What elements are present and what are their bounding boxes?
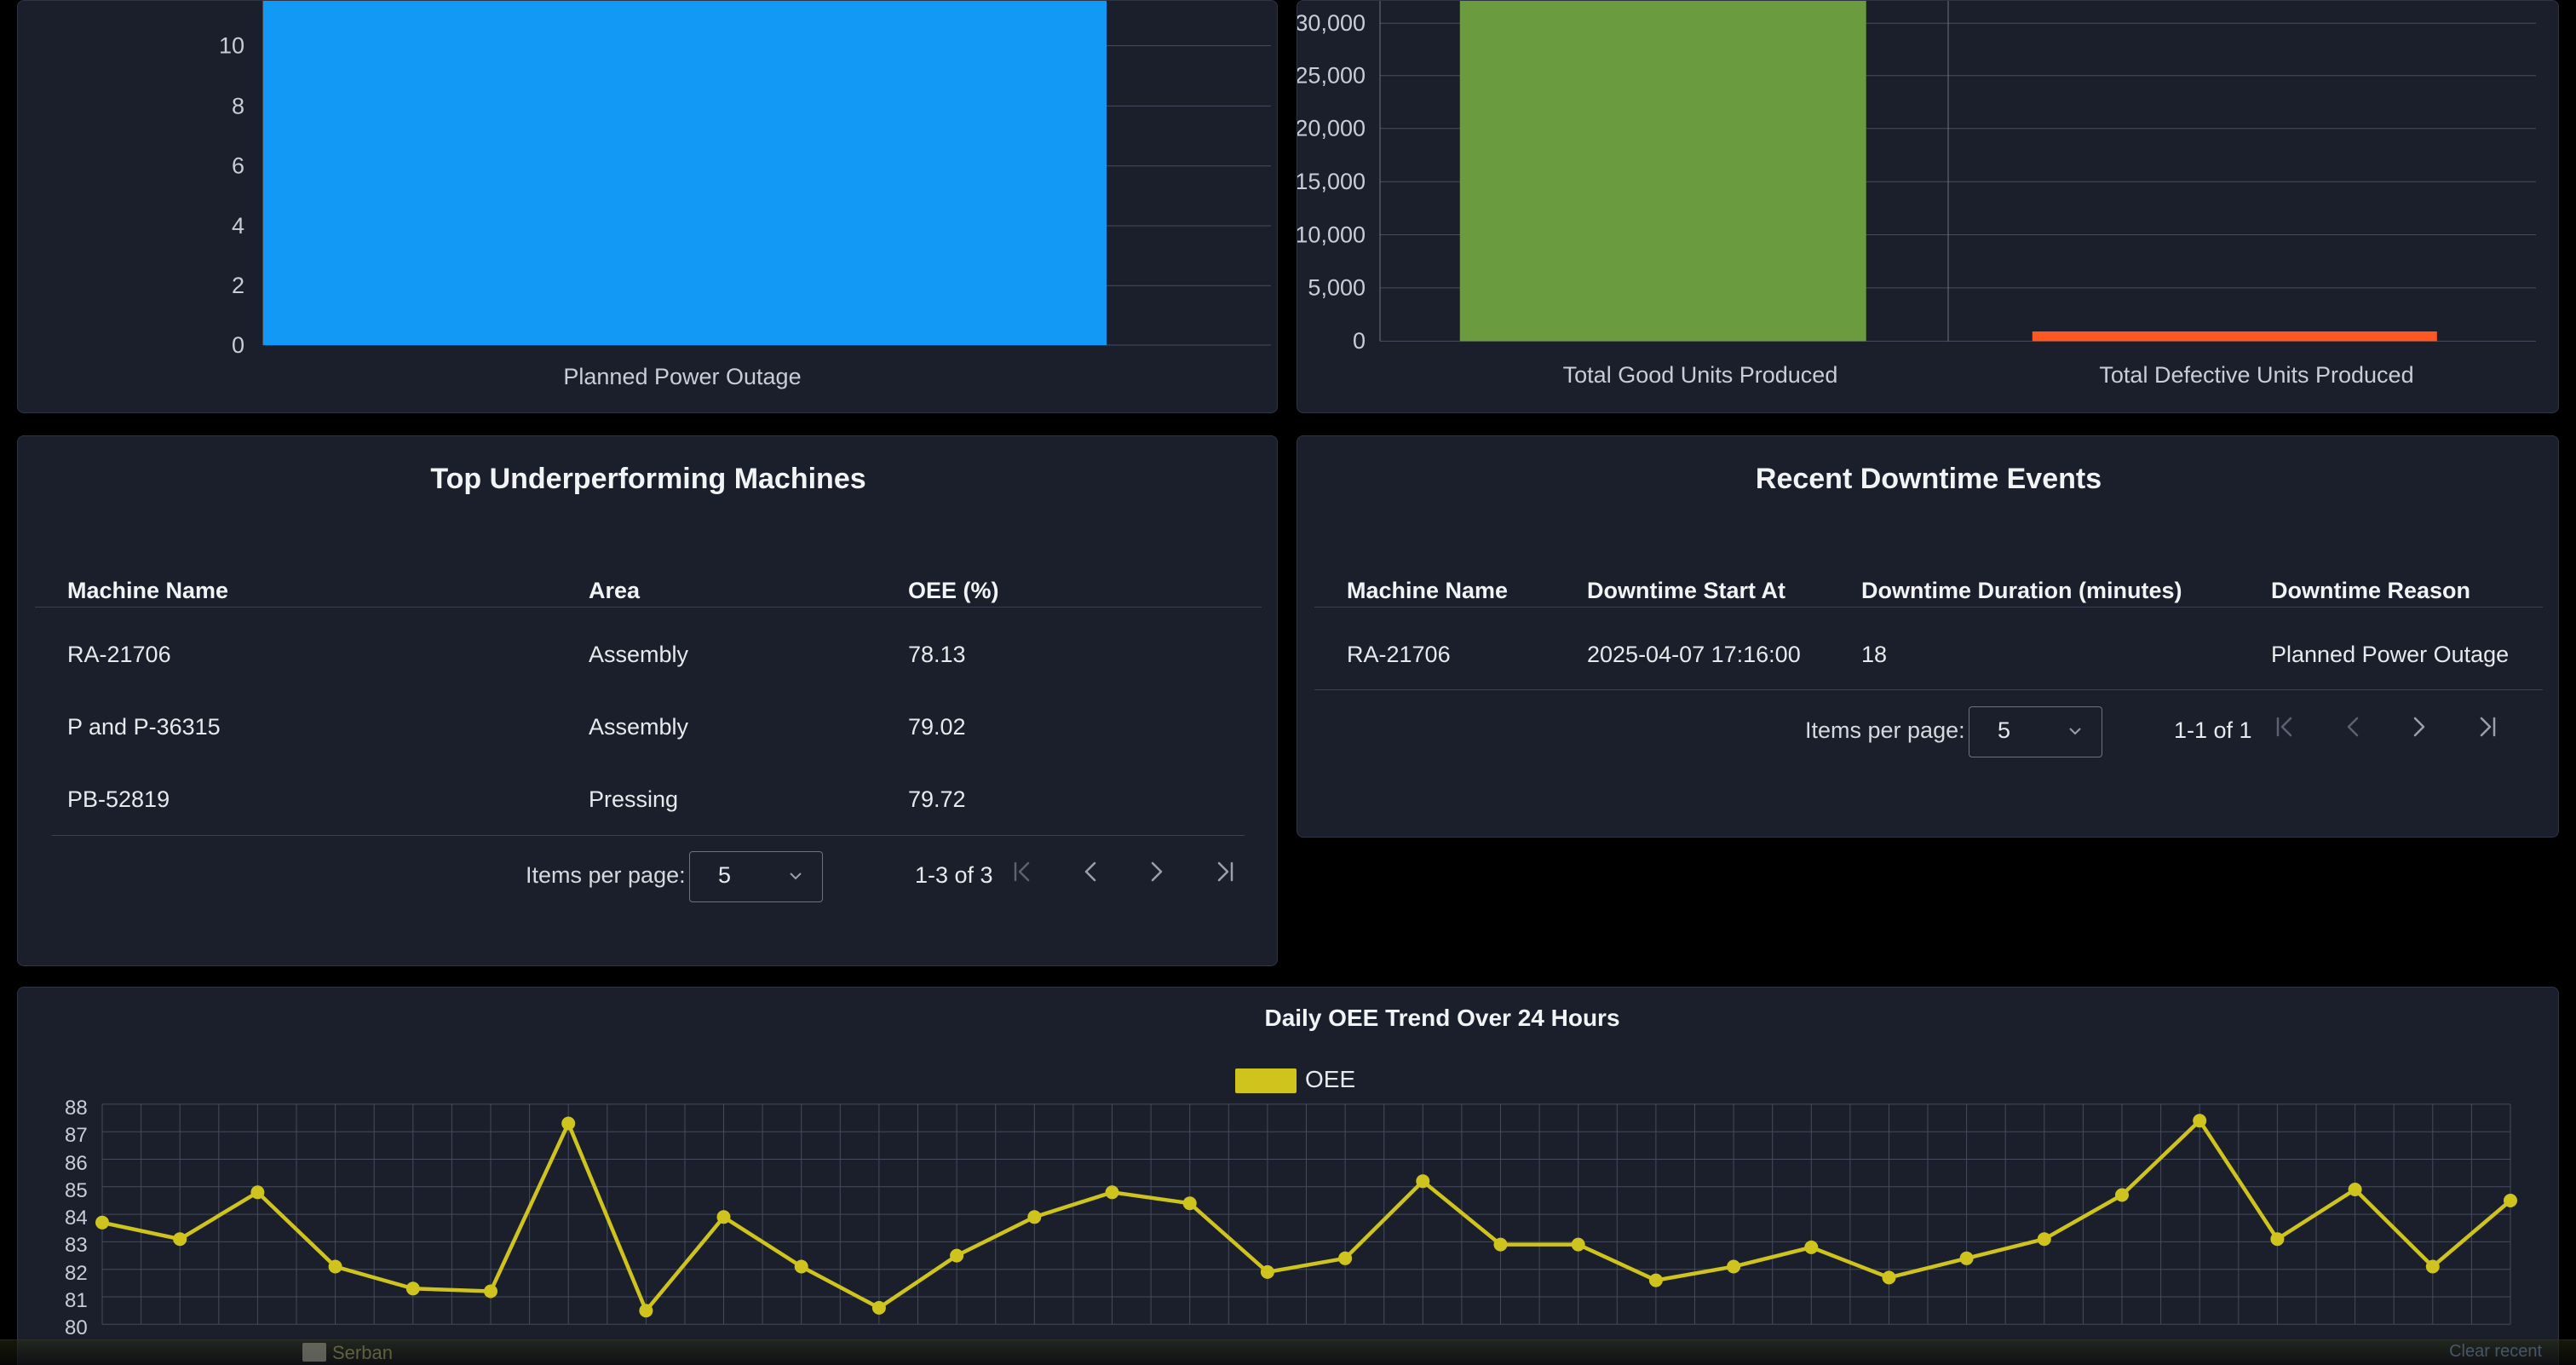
svg-text:10: 10: [219, 33, 244, 59]
svg-text:6: 6: [232, 153, 244, 179]
svg-text:15,000: 15,000: [1297, 169, 1366, 194]
svg-text:0: 0: [232, 332, 244, 358]
svg-text:0: 0: [1353, 328, 1366, 354]
svg-text:5,000: 5,000: [1308, 275, 1366, 301]
svg-text:30,000: 30,000: [1297, 10, 1366, 36]
svg-text:Total Defective Units Produced: Total Defective Units Produced: [2099, 362, 2413, 388]
svg-text:8: 8: [232, 93, 244, 118]
svg-text:4: 4: [232, 213, 244, 239]
svg-text:Total Good Units Produced: Total Good Units Produced: [1563, 362, 1838, 388]
svg-text:20,000: 20,000: [1297, 116, 1366, 141]
svg-text:25,000: 25,000: [1297, 63, 1366, 89]
svg-text:10,000: 10,000: [1297, 222, 1366, 247]
svg-text:Planned Power Outage: Planned Power Outage: [563, 364, 801, 389]
svg-text:2: 2: [232, 273, 244, 298]
